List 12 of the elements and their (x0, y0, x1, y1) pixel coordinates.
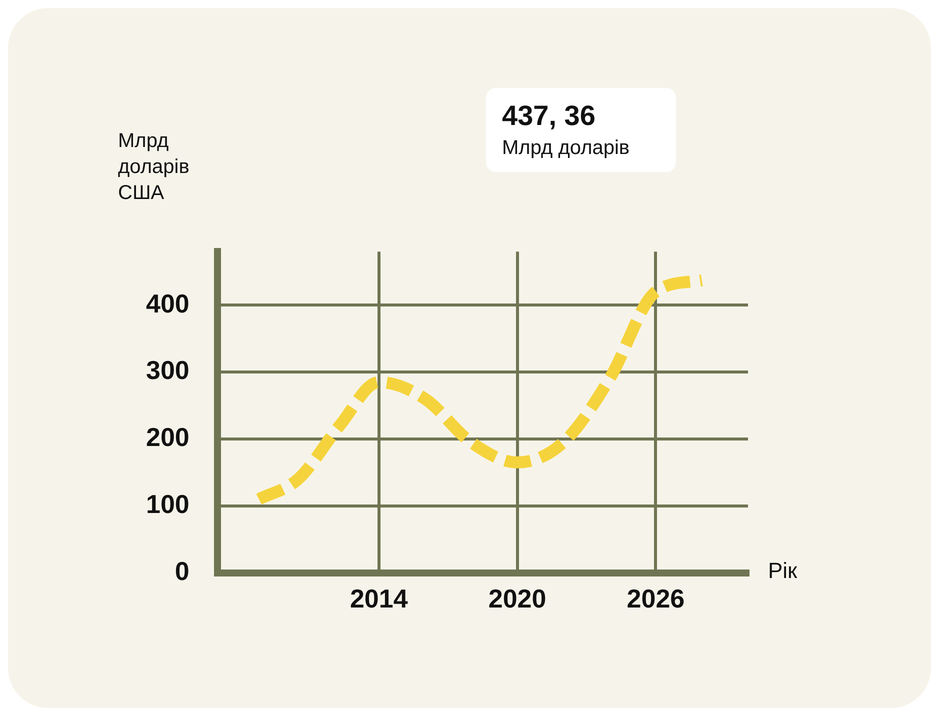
y-tick-label: 400 (146, 288, 190, 318)
x-tick-label: 2020 (488, 584, 546, 614)
y-tick-label: 0 (174, 556, 190, 586)
text: 437, 36 (502, 99, 596, 133)
x-tick-label: 2026 (626, 584, 685, 614)
y-tick-label: 100 (146, 489, 190, 520)
y-tick-label: 200 (146, 422, 190, 452)
text: Млрд доларів (502, 136, 631, 161)
y-tick-label: 300 (146, 355, 190, 386)
y-axis-title: Млрд доларів США (118, 129, 190, 206)
x-tick-label: 2014 (350, 584, 408, 614)
x-axis-title: Рік (768, 558, 798, 584)
